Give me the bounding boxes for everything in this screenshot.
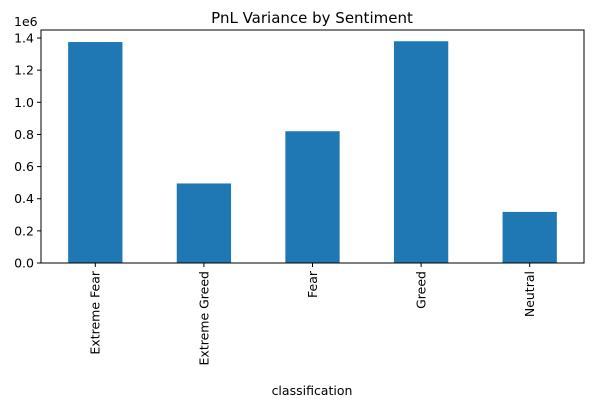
y-tick-label: 1.2 <box>14 63 34 78</box>
y-tick-label: 1.4 <box>14 31 34 46</box>
y-tick-label: 0.0 <box>14 256 34 271</box>
x-tick-label: Greed <box>413 271 428 309</box>
y-tick-label: 0.4 <box>14 191 34 206</box>
bar <box>68 42 123 263</box>
x-axis: Extreme Fear Extreme Greed Fear Greed Neutra… <box>88 263 537 365</box>
chart-title: PnL Variance by Sentiment <box>211 9 413 27</box>
x-axis-label: classification <box>272 383 353 398</box>
bar <box>502 211 557 263</box>
bar <box>285 131 340 263</box>
y-tick-label: 1.0 <box>14 95 34 110</box>
x-tick-label: Extreme Fear <box>88 270 103 354</box>
x-tick-label: Fear <box>305 270 320 298</box>
bar <box>176 183 232 263</box>
bar <box>393 41 449 263</box>
plot-frame <box>40 29 585 264</box>
x-tick-label: Extreme Greed <box>196 271 211 365</box>
bars <box>68 41 557 263</box>
y-tick-label: 0.8 <box>14 127 34 142</box>
x-tick-label: Neutral <box>522 271 537 317</box>
y-offset-label: 1e6 <box>14 14 38 29</box>
y-tick-label: 0.2 <box>14 223 34 238</box>
y-axis: 0.0 0.2 0.4 0.6 0.8 1.0 1.2 1.4 <box>14 31 41 271</box>
y-tick-label: 0.6 <box>14 159 34 174</box>
